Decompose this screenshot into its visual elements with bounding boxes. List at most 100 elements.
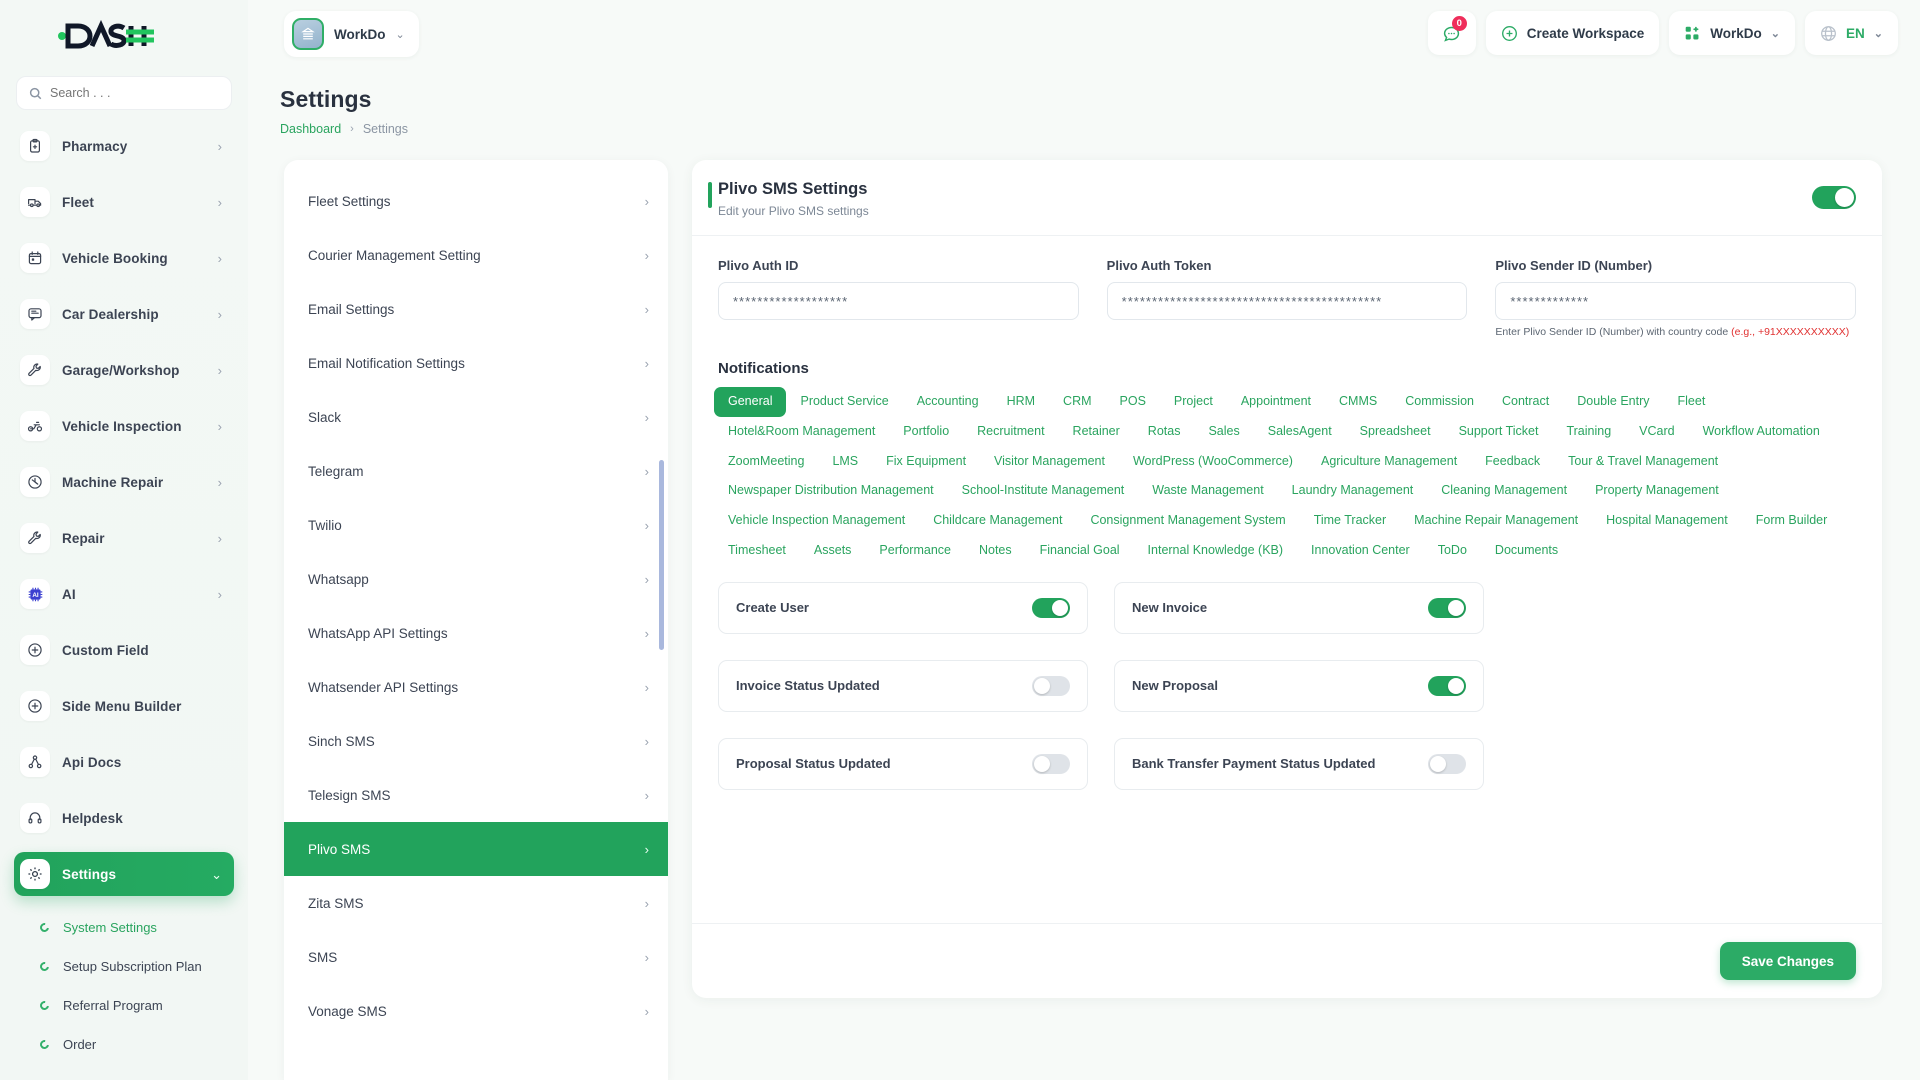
notification-toggle[interactable]: [1032, 753, 1070, 774]
tab-performance[interactable]: Performance: [879, 542, 951, 557]
tab-general[interactable]: General: [714, 387, 787, 417]
sidebar-item-garage-workshop[interactable]: Garage/Workshop ›: [14, 348, 234, 392]
tab-salesagent[interactable]: SalesAgent: [1267, 423, 1332, 438]
tab-support-ticket[interactable]: Support Ticket: [1458, 423, 1539, 438]
create-workspace-button[interactable]: Create Workspace: [1485, 11, 1660, 55]
sidebar-item-repair[interactable]: Repair ›: [14, 516, 234, 560]
settings-item-plivo-sms[interactable]: Plivo SMS ›: [284, 822, 668, 876]
sidebar-search[interactable]: [0, 72, 248, 120]
tab-contract[interactable]: Contract: [1501, 394, 1550, 408]
notification-toggle[interactable]: [1032, 597, 1070, 618]
tab-consignment-management-system[interactable]: Consignment Management System: [1090, 513, 1286, 527]
tab-workflow-automation[interactable]: Workflow Automation: [1702, 423, 1820, 438]
tab-lms[interactable]: LMS: [832, 453, 859, 468]
tab-property-management[interactable]: Property Management: [1595, 483, 1719, 498]
messages-button[interactable]: 0: [1427, 11, 1476, 55]
sidebar-item-machine-repair[interactable]: Machine Repair ›: [14, 460, 234, 504]
settings-item-whatsapp-api-settings[interactable]: WhatsApp API Settings ›: [284, 606, 668, 660]
tab-agriculture-management[interactable]: Agriculture Management: [1320, 453, 1458, 468]
brand-logo[interactable]: [0, 0, 248, 72]
settings-item-documents-settings[interactable]: Documents Settings›: [284, 160, 668, 174]
tab-school-institute-management[interactable]: School-Institute Management: [961, 483, 1125, 498]
tab-portfolio[interactable]: Portfolio: [903, 423, 950, 438]
settings-list-scrollbar[interactable]: [659, 460, 664, 650]
tab-timesheet[interactable]: Timesheet: [728, 542, 786, 557]
tab-assets[interactable]: Assets: [813, 542, 852, 557]
tab-notes[interactable]: Notes: [978, 542, 1012, 557]
sidebar-item-settings[interactable]: Settings ⌄: [14, 852, 234, 896]
settings-item-telegram[interactable]: Telegram ›: [284, 444, 668, 498]
sidebar-subitem-system-settings[interactable]: System Settings: [14, 908, 234, 947]
tab-cmms[interactable]: CMMS: [1339, 394, 1378, 408]
workspace-chip[interactable]: WorkDo ⌄: [284, 11, 419, 57]
tab-laundry-management[interactable]: Laundry Management: [1291, 483, 1414, 498]
settings-item-sinch-sms[interactable]: Sinch SMS ›: [284, 714, 668, 768]
settings-item-vonage-sms[interactable]: Vonage SMS ›: [284, 984, 668, 1038]
sidebar-subitem-setup-subscription-plan[interactable]: Setup Subscription Plan: [14, 947, 234, 986]
tab-visitor-management[interactable]: Visitor Management: [994, 453, 1105, 468]
plivo-auth-token-input[interactable]: [1106, 282, 1468, 320]
settings-item-zita-sms[interactable]: Zita SMS ›: [284, 876, 668, 930]
sidebar-item-car-dealership[interactable]: Car Dealership ›: [14, 292, 234, 336]
tab-hospital-management[interactable]: Hospital Management: [1606, 513, 1728, 527]
tab-fleet[interactable]: Fleet: [1677, 394, 1706, 408]
tab-cleaning-management[interactable]: Cleaning Management: [1441, 483, 1568, 498]
tab-feedback[interactable]: Feedback: [1485, 453, 1541, 468]
settings-item-fleet-settings[interactable]: Fleet Settings ›: [284, 174, 668, 228]
tab-recruitment[interactable]: Recruitment: [977, 423, 1045, 438]
tab-documents[interactable]: Documents: [1494, 542, 1559, 557]
tab-project[interactable]: Project: [1173, 394, 1213, 408]
notification-toggle[interactable]: [1032, 675, 1070, 696]
tab-accounting[interactable]: Accounting: [916, 394, 979, 408]
plivo-enable-toggle[interactable]: [1812, 186, 1856, 209]
tab-pos[interactable]: POS: [1119, 394, 1146, 408]
settings-item-courier-management-setting[interactable]: Courier Management Setting ›: [284, 228, 668, 282]
tab-retainer[interactable]: Retainer: [1072, 423, 1120, 438]
tab-zoommeeting[interactable]: ZoomMeeting: [728, 453, 805, 468]
settings-item-email-settings[interactable]: Email Settings ›: [284, 282, 668, 336]
search-input[interactable]: [50, 86, 219, 100]
tab-fix-equipment[interactable]: Fix Equipment: [886, 453, 967, 468]
notification-toggle[interactable]: [1428, 675, 1466, 696]
tab-childcare-management[interactable]: Childcare Management: [933, 513, 1063, 527]
sidebar-subitem-order[interactable]: Order: [14, 1025, 234, 1064]
sidebar-subitem-referral-program[interactable]: Referral Program: [14, 986, 234, 1025]
tab-double-entry[interactable]: Double Entry: [1577, 394, 1650, 408]
breadcrumb-dashboard[interactable]: Dashboard: [280, 122, 342, 136]
tab-waste-management[interactable]: Waste Management: [1152, 483, 1264, 498]
tab-hrm[interactable]: HRM: [1006, 394, 1036, 408]
tab-wordpress-woocommerce[interactable]: WordPress (WooCommerce): [1132, 453, 1293, 468]
tab-machine-repair-management[interactable]: Machine Repair Management: [1414, 513, 1579, 527]
tab-todo[interactable]: ToDo: [1437, 542, 1467, 557]
sidebar-item-vehicle-booking[interactable]: Vehicle Booking ›: [14, 236, 234, 280]
sidebar-item-ai[interactable]: AI AI ›: [14, 572, 234, 616]
plivo-sender-id-number-input[interactable]: [1495, 282, 1857, 320]
settings-item-twilio[interactable]: Twilio ›: [284, 498, 668, 552]
tab-hotel-room-management[interactable]: Hotel&Room Management: [728, 423, 876, 438]
settings-item-slack[interactable]: Slack ›: [284, 390, 668, 444]
tab-training[interactable]: Training: [1566, 423, 1612, 438]
tab-appointment[interactable]: Appointment: [1240, 394, 1312, 408]
sidebar-item-vehicle-inspection[interactable]: Vehicle Inspection ›: [14, 404, 234, 448]
workspace-switcher-button[interactable]: WorkDo ⌄: [1669, 11, 1796, 55]
settings-item-whatsender-api-settings[interactable]: Whatsender API Settings ›: [284, 660, 668, 714]
plivo-auth-id-input[interactable]: [718, 282, 1079, 320]
tab-newspaper-distribution-management[interactable]: Newspaper Distribution Management: [728, 483, 934, 498]
language-selector[interactable]: EN ⌄: [1805, 11, 1898, 55]
tab-form-builder[interactable]: Form Builder: [1755, 513, 1828, 527]
settings-item-whatsapp[interactable]: Whatsapp ›: [284, 552, 668, 606]
sidebar-item-pharmacy[interactable]: Pharmacy ›: [14, 124, 234, 168]
tab-spreadsheet[interactable]: Spreadsheet: [1359, 423, 1431, 438]
notification-toggle[interactable]: [1428, 753, 1466, 774]
tab-rotas[interactable]: Rotas: [1147, 423, 1181, 438]
tab-vehicle-inspection-management[interactable]: Vehicle Inspection Management: [728, 513, 906, 527]
tab-crm[interactable]: CRM: [1063, 394, 1092, 408]
tab-innovation-center[interactable]: Innovation Center: [1311, 542, 1410, 557]
sidebar-item-custom-field[interactable]: Custom Field: [14, 628, 234, 672]
settings-item-email-notification-settings[interactable]: Email Notification Settings ›: [284, 336, 668, 390]
sidebar-item-side-menu-builder[interactable]: Side Menu Builder: [14, 684, 234, 728]
sidebar-item-fleet[interactable]: Fleet ›: [14, 180, 234, 224]
tab-vcard[interactable]: VCard: [1639, 423, 1675, 438]
sidebar-item-api-docs[interactable]: Api Docs: [14, 740, 234, 784]
tab-commission[interactable]: Commission: [1405, 394, 1474, 408]
